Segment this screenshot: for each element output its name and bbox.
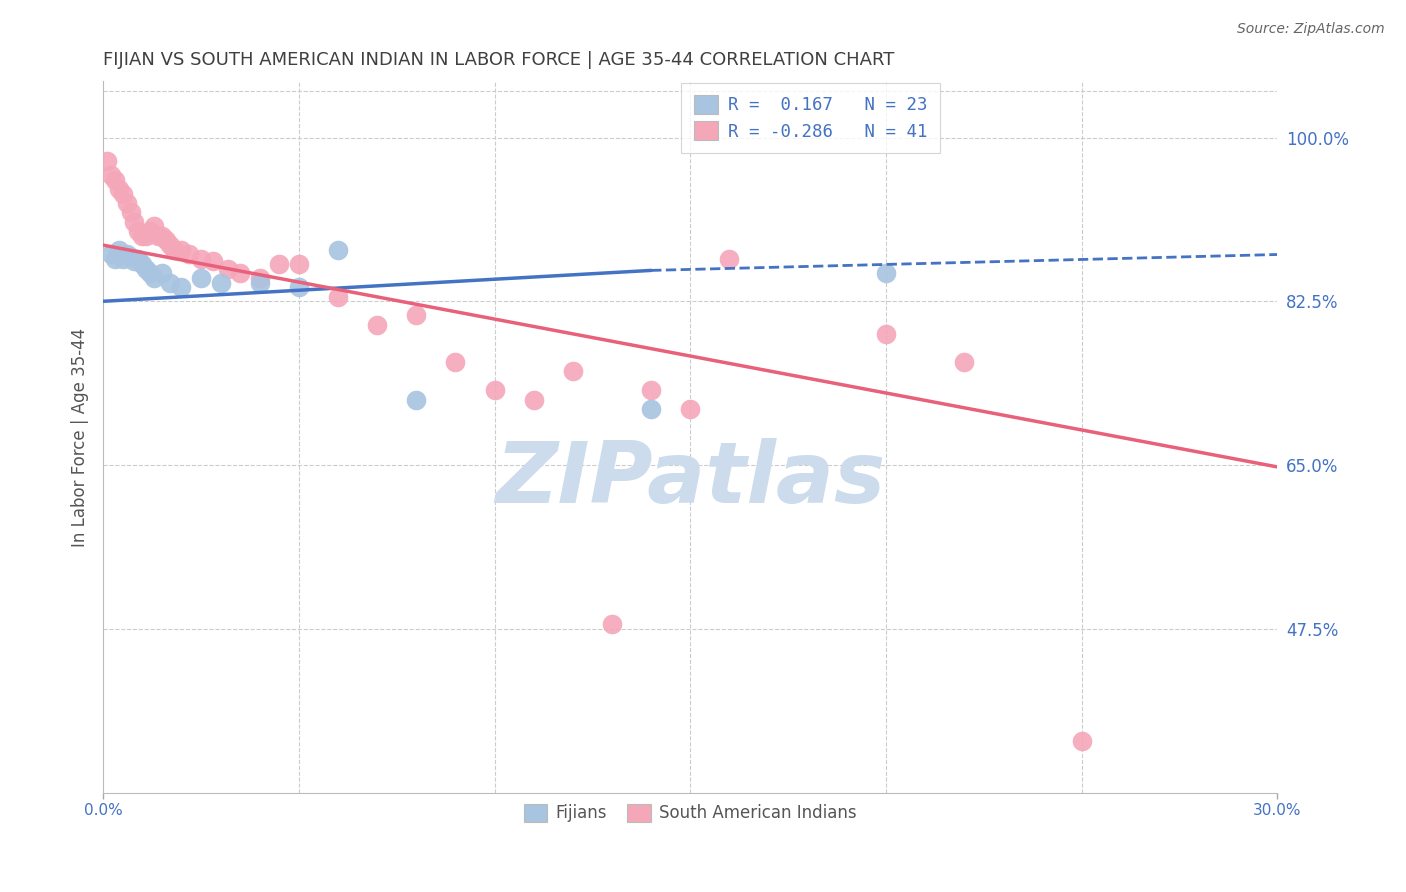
Point <box>111 252 134 267</box>
Point <box>326 290 349 304</box>
Point <box>405 309 427 323</box>
Point <box>444 355 467 369</box>
Point <box>249 271 271 285</box>
Point <box>124 254 146 268</box>
Point <box>170 243 193 257</box>
Point <box>640 383 662 397</box>
Point <box>115 247 138 261</box>
Point <box>100 168 122 182</box>
Point <box>162 243 184 257</box>
Point <box>146 228 169 243</box>
Point <box>111 186 134 201</box>
Point <box>104 172 127 186</box>
Y-axis label: In Labor Force | Age 35-44: In Labor Force | Age 35-44 <box>72 327 89 547</box>
Point <box>159 238 181 252</box>
Point <box>600 617 623 632</box>
Point <box>159 276 181 290</box>
Point <box>249 276 271 290</box>
Point <box>150 266 173 280</box>
Legend: Fijians, South American Indians: Fijians, South American Indians <box>512 792 868 834</box>
Point <box>484 383 506 397</box>
Point <box>143 219 166 234</box>
Point <box>201 254 224 268</box>
Point <box>127 252 149 267</box>
Point <box>155 234 177 248</box>
Point <box>217 261 239 276</box>
Point <box>104 252 127 267</box>
Point <box>170 280 193 294</box>
Point <box>209 276 232 290</box>
Point <box>124 215 146 229</box>
Point <box>190 252 212 267</box>
Point <box>288 257 311 271</box>
Point <box>523 392 546 407</box>
Point <box>100 247 122 261</box>
Point <box>229 266 252 280</box>
Point <box>139 266 162 280</box>
Point <box>143 271 166 285</box>
Point <box>135 228 157 243</box>
Point <box>120 205 142 219</box>
Point <box>127 224 149 238</box>
Point <box>107 243 129 257</box>
Point <box>115 196 138 211</box>
Point <box>135 261 157 276</box>
Point <box>288 280 311 294</box>
Text: FIJIAN VS SOUTH AMERICAN INDIAN IN LABOR FORCE | AGE 35-44 CORRELATION CHART: FIJIAN VS SOUTH AMERICAN INDIAN IN LABOR… <box>103 51 894 69</box>
Point <box>561 364 583 378</box>
Point <box>875 266 897 280</box>
Point <box>718 252 741 267</box>
Text: Source: ZipAtlas.com: Source: ZipAtlas.com <box>1237 22 1385 37</box>
Point <box>953 355 976 369</box>
Point <box>139 224 162 238</box>
Point <box>1070 734 1092 748</box>
Point <box>326 243 349 257</box>
Point <box>179 247 201 261</box>
Point <box>131 228 153 243</box>
Text: ZIPatlas: ZIPatlas <box>495 438 886 521</box>
Point <box>107 182 129 196</box>
Point <box>96 153 118 168</box>
Point <box>150 228 173 243</box>
Point <box>679 401 702 416</box>
Point <box>131 257 153 271</box>
Point <box>269 257 291 271</box>
Point <box>120 250 142 264</box>
Point <box>875 326 897 341</box>
Point <box>366 318 388 332</box>
Point <box>640 401 662 416</box>
Point <box>190 271 212 285</box>
Point <box>405 392 427 407</box>
